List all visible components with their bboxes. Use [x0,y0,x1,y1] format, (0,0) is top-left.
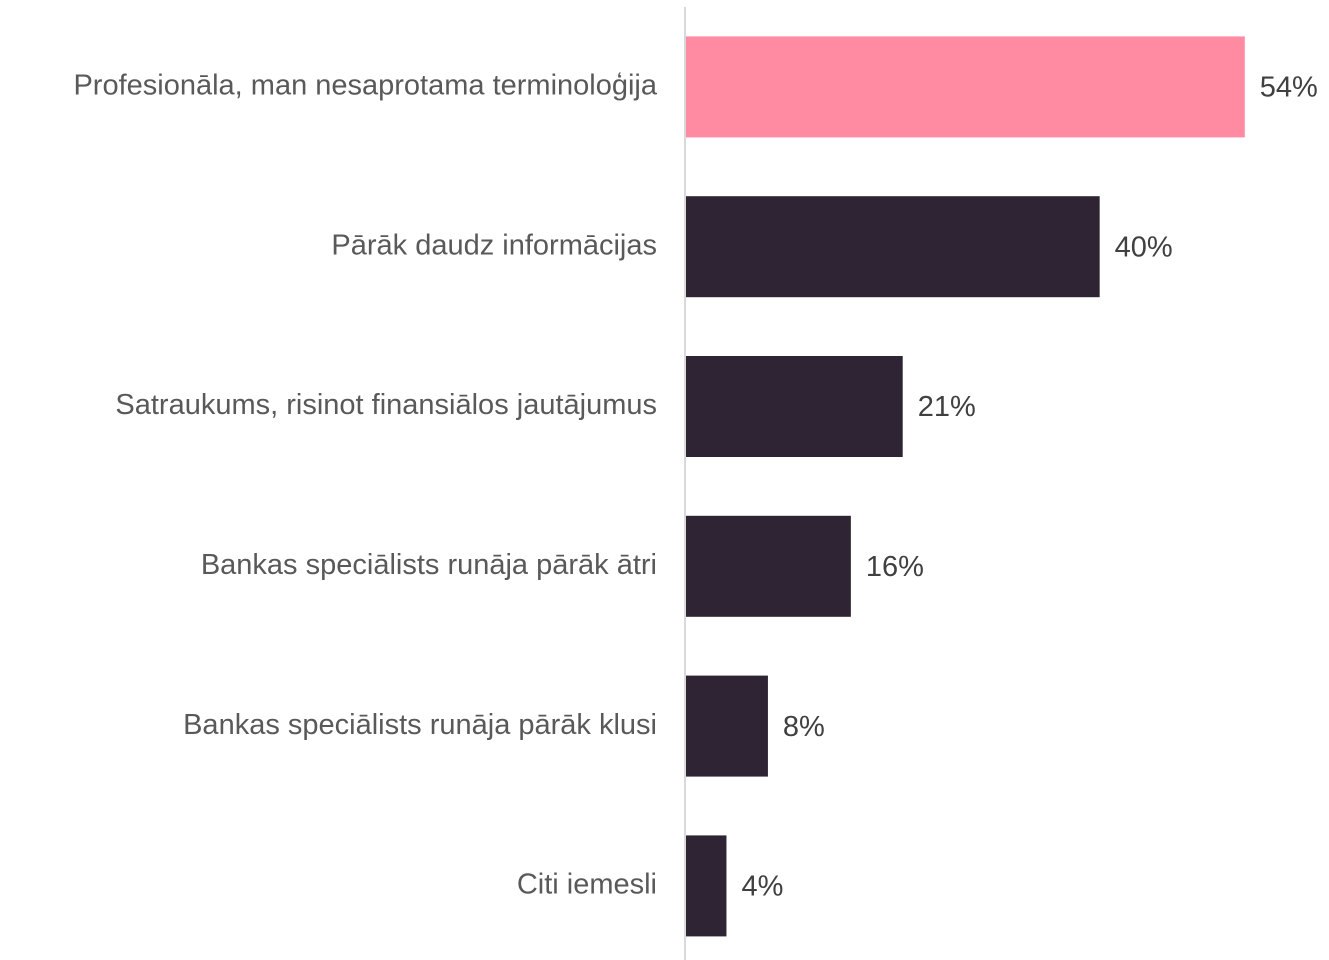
category-label: Bankas speciālists runāja pārāk klusi [183,709,657,741]
bar [685,835,727,937]
bar [685,36,1245,138]
category-label: Pārāk daudz informācijas [331,229,657,261]
category-label: Bankas speciālists runāja pārāk ātri [201,549,657,581]
bar [685,356,903,457]
category-label: Satraukums, risinot finansiālos jautājum… [115,389,657,421]
value-label: 4% [741,871,783,903]
value-label: 54% [1260,72,1318,104]
category-label: Citi iemesli [517,869,657,901]
value-label: 21% [918,391,976,423]
bar [685,196,1100,298]
bar [685,515,851,617]
value-label: 16% [866,551,924,583]
value-label: 40% [1115,231,1173,263]
bar [685,675,768,777]
category-label: Profesionāla, man nesaprotama terminoloģ… [73,70,657,102]
value-label: 8% [783,711,825,743]
